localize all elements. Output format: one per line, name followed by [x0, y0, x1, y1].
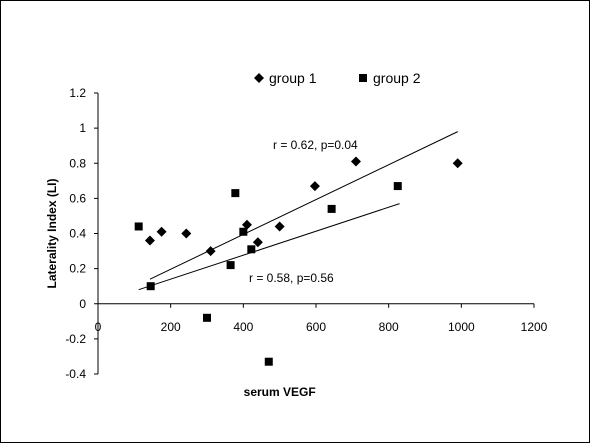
point-series-2: [146, 282, 155, 291]
legend-marker-1: [254, 73, 264, 83]
x-tick-label: 1200: [521, 320, 548, 334]
x-tick-label: 1000: [448, 320, 475, 334]
y-tick-label: -0.2: [65, 332, 86, 346]
point-series-2: [393, 182, 402, 191]
point-series-1: [252, 237, 263, 248]
point-series-2: [134, 222, 143, 231]
point-series-2: [239, 227, 248, 236]
point-series-2: [247, 245, 256, 254]
axes: [94, 92, 535, 375]
legend: group 1 group 2: [254, 70, 421, 86]
annotation-series-1: r = 0.62, p=0.04: [273, 138, 358, 152]
tick-labels: -0.4 -0.2 0 0.2 0.4 0.6 0.8 1 1.2 0 200 400 600 800 10…: [65, 86, 547, 381]
trendline-1: [149, 131, 458, 280]
point-series-1: [274, 221, 285, 232]
point-series-2: [226, 261, 235, 270]
x-tick-label: 400: [233, 320, 253, 334]
y-axis-title: Laterality Index (LI): [45, 178, 59, 288]
x-axis-title: serum VEGF: [244, 385, 316, 399]
point-series-1: [452, 158, 463, 169]
x-tick-label: 0: [95, 320, 102, 334]
x-tick-label: 200: [161, 320, 181, 334]
point-series-1: [144, 235, 155, 246]
x-tick-label: 600: [306, 320, 326, 334]
y-tick-label: 1.2: [69, 86, 86, 100]
point-series-1: [241, 219, 252, 230]
annotation-series-2: r = 0.58, p=0.56: [249, 271, 334, 285]
point-series-2: [231, 189, 240, 198]
y-tick-label: 0.8: [69, 156, 86, 170]
legend-label-1: group 1: [269, 70, 317, 86]
y-tick-label: -0.4: [65, 367, 86, 381]
legend-label-2: group 2: [373, 70, 421, 86]
point-series-1: [309, 181, 320, 192]
legend-marker-2: [359, 74, 367, 82]
point-series-2: [264, 357, 273, 366]
point-series-2: [203, 313, 211, 322]
y-tick-label: 0.2: [69, 262, 86, 276]
annotations: r = 0.62, p=0.04 r = 0.58, p=0.56: [249, 138, 358, 285]
point-series-2: [327, 204, 336, 213]
point-series-1: [350, 156, 361, 167]
y-tick-label: 0.6: [69, 191, 86, 205]
x-tick-label: 800: [379, 320, 399, 334]
trendline-2: [138, 203, 400, 291]
data-points: [134, 156, 463, 366]
point-series-1: [205, 246, 216, 257]
y-tick-label: 1: [79, 121, 86, 135]
y-tick-label: 0.4: [69, 227, 86, 241]
y-tick-label: 0: [79, 297, 86, 311]
point-series-1: [181, 228, 192, 239]
point-series-1: [156, 226, 167, 237]
trendlines: [138, 131, 458, 291]
